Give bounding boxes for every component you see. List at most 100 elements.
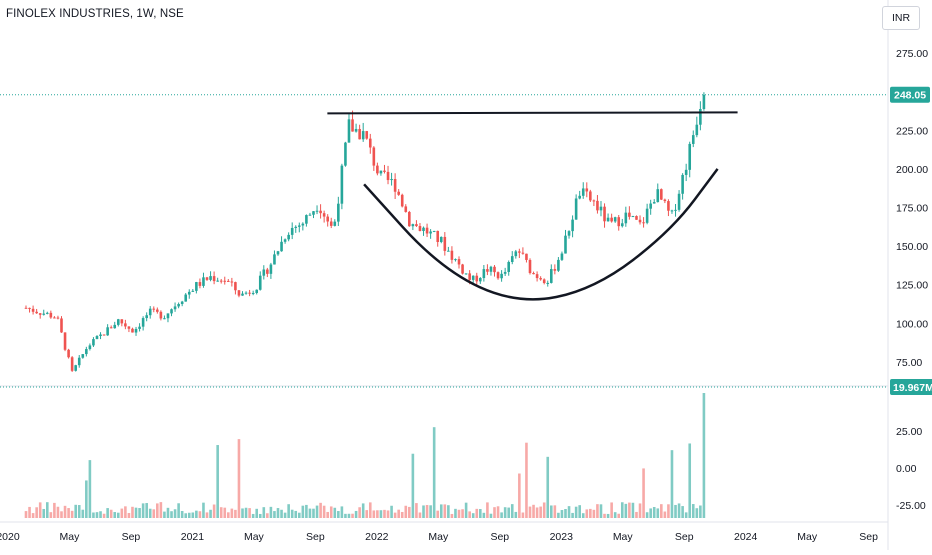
- candle-body: [546, 282, 550, 284]
- volume-bar: [535, 507, 539, 518]
- volume-bar: [677, 503, 681, 518]
- candle-body: [422, 227, 425, 231]
- volume-bar: [549, 505, 553, 518]
- candle-body: [163, 318, 166, 320]
- volume-bar: [642, 468, 645, 518]
- price-tick-label: 275.00: [896, 48, 928, 60]
- candle-body: [248, 292, 251, 294]
- candle-body: [219, 280, 223, 282]
- volume-bar: [436, 510, 440, 518]
- candle-body: [667, 201, 670, 211]
- candle-body: [244, 292, 248, 294]
- candle-body: [663, 199, 667, 202]
- candle-body: [170, 309, 173, 314]
- candle-body: [351, 119, 354, 132]
- volume-bar: [344, 513, 347, 518]
- volume-bar: [191, 512, 195, 518]
- volume-bar: [503, 507, 507, 518]
- volume-bar: [53, 502, 56, 518]
- candle-body: [684, 169, 688, 175]
- candle-body: [660, 189, 663, 200]
- volume-bar: [56, 506, 60, 518]
- candles: [24, 92, 706, 372]
- candle-body: [120, 319, 124, 324]
- candle-body: [138, 326, 141, 329]
- volume-bar: [684, 512, 688, 518]
- volume-bar: [624, 503, 628, 518]
- candle-body: [521, 252, 525, 254]
- candle-body: [106, 327, 109, 336]
- volume-bar: [564, 508, 567, 518]
- volume-bar: [276, 508, 280, 518]
- candle-body: [649, 203, 652, 209]
- volume-bar: [184, 513, 188, 518]
- volume-bar: [578, 505, 581, 518]
- volume-bar: [156, 503, 159, 518]
- candle-body: [439, 236, 443, 242]
- candle-body: [571, 219, 574, 232]
- volume-bar: [468, 511, 471, 518]
- volume-bar: [489, 513, 493, 518]
- currency-button[interactable]: INR: [882, 6, 920, 30]
- volume-bar: [415, 503, 418, 518]
- time-tick-label: 2021: [181, 531, 205, 543]
- candle-body: [127, 326, 131, 329]
- resistance-line[interactable]: [327, 111, 738, 115]
- volume-bar: [294, 510, 298, 518]
- candle-body: [400, 194, 404, 207]
- volume-bar: [361, 503, 365, 518]
- candle-body: [376, 165, 379, 174]
- volume-bar: [258, 513, 262, 518]
- volume-bar: [645, 512, 649, 518]
- volume-bar: [450, 513, 454, 518]
- candle-body: [628, 212, 631, 217]
- time-tick-label: Sep: [859, 531, 878, 543]
- candle-body: [134, 328, 138, 333]
- chart-title: FINOLEX INDUSTRIES, 1W, NSE: [6, 8, 184, 20]
- volume-bar: [31, 513, 35, 518]
- volume-bar: [319, 502, 322, 518]
- candle-body: [251, 292, 255, 294]
- candle-body: [457, 259, 461, 265]
- candle-body: [393, 179, 397, 192]
- volume-bar: [482, 512, 486, 518]
- cup-curve[interactable]: [363, 168, 719, 301]
- volume-bar: [337, 511, 340, 518]
- candle-body: [305, 215, 308, 224]
- candle-body: [365, 131, 369, 139]
- volume-bar: [198, 511, 202, 518]
- candle-body: [578, 195, 581, 199]
- volume-bar: [574, 506, 578, 518]
- candle-body: [344, 142, 347, 166]
- volume-bar: [163, 511, 166, 518]
- candle-body: [447, 250, 450, 252]
- candle-body: [92, 339, 95, 346]
- candle-body: [102, 334, 106, 336]
- volume-bar: [287, 504, 290, 518]
- candle-body: [500, 273, 503, 279]
- candle-body: [209, 276, 212, 280]
- volume-bar: [138, 508, 141, 518]
- candle-body: [635, 216, 638, 220]
- candle-body: [180, 301, 184, 305]
- candle-body: [287, 234, 290, 240]
- price-tick-label: 150.00: [896, 241, 928, 253]
- volume-bar: [500, 512, 503, 518]
- last-price-tag: [890, 86, 930, 103]
- volume-bar: [447, 505, 450, 518]
- candle-body: [596, 200, 599, 211]
- candle-body: [652, 202, 656, 204]
- candle-body: [85, 349, 88, 355]
- candle-body: [152, 308, 156, 310]
- volume-bar: [340, 506, 344, 518]
- volume-bar: [95, 512, 99, 518]
- volume-tick-label: 0.00: [896, 463, 917, 475]
- candle-body: [38, 313, 42, 315]
- candle-body: [124, 323, 127, 327]
- candle-body: [187, 291, 191, 295]
- volume-bar: [315, 505, 319, 518]
- candle-body: [340, 165, 344, 204]
- volume-bar: [297, 512, 301, 518]
